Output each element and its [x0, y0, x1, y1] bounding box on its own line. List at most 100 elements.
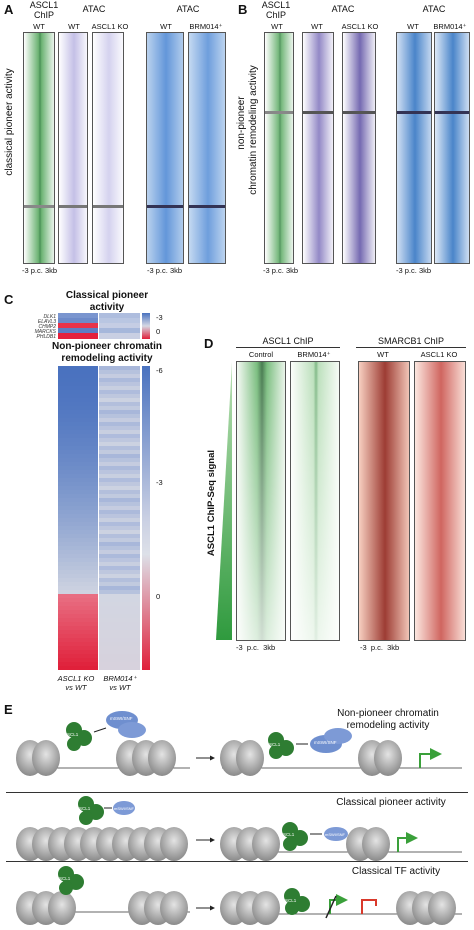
- heatmap-c-cell: [99, 518, 140, 523]
- panel-e-row2-title: Classical pioneer activity: [336, 797, 446, 808]
- heatmap-c-cell: [99, 650, 140, 655]
- panel-e-letter: E: [4, 702, 13, 717]
- heatmap-c-cell: [58, 626, 98, 631]
- heatmap-c-cell: [99, 450, 140, 455]
- panel-e-divider-2: [6, 861, 468, 862]
- row2-left-nucleosomes: [16, 796, 188, 861]
- heatmap-b-atac2-brm: [434, 32, 470, 264]
- heatmap-c-main-svg: [58, 366, 140, 671]
- heatmap-c-cell: [58, 630, 98, 635]
- heatmap-c-cell: [99, 538, 140, 543]
- heatmap-c-cell: [58, 470, 98, 475]
- axis-3kb: 3kb: [44, 266, 58, 275]
- heatmap-c-cell: [99, 426, 140, 431]
- panel-a-atac2-header: ATAC: [176, 4, 200, 14]
- heatmap-d-ascl1-brm: [290, 361, 340, 641]
- heatmap-c-cell: [58, 430, 98, 435]
- heatmap-c-top: [58, 313, 140, 339]
- heatmap-c-cell: [99, 662, 140, 667]
- heatmap-b-chip-wt: [264, 32, 294, 264]
- heatmap-c-cell: [58, 610, 98, 615]
- gene-marcks: MARCKS: [34, 329, 56, 335]
- row3-right-nucleosomes: [220, 888, 462, 925]
- heatmap-c-cell: [58, 418, 98, 423]
- heatmap-c-cell: [58, 506, 98, 511]
- heatmap-c-cell: [99, 638, 140, 643]
- heatmap-c-cell: [58, 374, 98, 379]
- heatmap-c-cell: [99, 366, 140, 371]
- panel-b-letter: B: [238, 2, 248, 17]
- heatmap-c-cell: [58, 394, 98, 399]
- heatmap-d-ascl1-control: [236, 361, 286, 641]
- heatmap-c-cell: [58, 402, 98, 407]
- heatmap-c-cell: [99, 374, 140, 379]
- heatmap-c-cell: [99, 562, 140, 567]
- heatmap-c-cell: [58, 510, 98, 515]
- heatmap-a-chip-wt-svg: [24, 33, 54, 263]
- gene-dlk1: DLK1: [43, 314, 56, 320]
- heatmap-c-cell: [58, 414, 98, 419]
- heatmap-c-cell: [58, 518, 98, 523]
- axis-pc: p.c.: [271, 266, 284, 275]
- row2-right-nucleosomes: [220, 822, 462, 861]
- heatmap-c-cell: [58, 574, 98, 579]
- heatmap-c-cell: [99, 466, 140, 471]
- heatmap-c-cell: [99, 502, 140, 507]
- panel-b-col-ko-atac: ASCL1 KO: [341, 22, 379, 31]
- e-ascl1-label-r1b: ASCL1: [266, 742, 281, 747]
- heatmap-c-cell: [58, 554, 98, 559]
- heatmap-c-cell: [58, 474, 98, 479]
- panel-b-col-wt-chip: WT: [271, 22, 283, 31]
- panel-d-smarcb1-underline: [356, 347, 466, 348]
- heatmap-c-cell: [58, 522, 98, 527]
- heatmap-c-cell: [99, 410, 140, 415]
- panel-d-col-control: Control: [248, 350, 274, 359]
- panel-d-col-brm: BRM014⁺: [297, 350, 331, 359]
- panel-d-letter: D: [204, 336, 214, 351]
- axis-pc: p.c.: [30, 266, 43, 275]
- panel-b-axis-2: -3 p.c. 3kb: [396, 266, 431, 275]
- heatmap-c-cell: [99, 554, 140, 559]
- heatmap-c-cell: [58, 598, 98, 603]
- heatmap-c-cell: [99, 382, 140, 387]
- heatmap-c-cell: [58, 586, 98, 591]
- panel-d-axis-1: -3 p.c. 3kb: [236, 643, 275, 652]
- heatmap-c-cell: [58, 562, 98, 567]
- heatmap-c-cell: [99, 586, 140, 591]
- heatmap-c-cell: [99, 506, 140, 511]
- heatmap-c-cell: [99, 394, 140, 399]
- signal-wedge: [214, 362, 234, 645]
- heatmap-c-cell: [99, 482, 140, 487]
- e-ascl1-label-r2: ASCL1: [76, 806, 91, 811]
- heatmap-c-cell: [99, 462, 140, 467]
- heatmap-c-cell: [58, 582, 98, 587]
- heatmap-c-cell: [99, 490, 140, 495]
- panel-b-col-brm-atac2: BRM014⁺: [433, 22, 467, 31]
- axis-3kb: 3kb: [387, 643, 400, 652]
- heatmap-c-cell: [58, 422, 98, 427]
- panel-a-col-brm-atac2: BRM014⁺: [189, 22, 223, 31]
- colorbar-c-tick-0: 0: [156, 592, 161, 601]
- heatmap-c-cell: [99, 430, 140, 435]
- heatmap-c-cell: [58, 530, 98, 535]
- heatmap-c-cell: [58, 546, 98, 551]
- heatmap-c-cell: [58, 578, 98, 583]
- panel-a-letter: A: [4, 2, 14, 17]
- heatmap-c-cell: [58, 594, 98, 599]
- axis-pc: p.c.: [404, 266, 417, 275]
- heatmap-c-cell: [58, 602, 98, 607]
- heatmap-c-cell: [58, 590, 98, 595]
- heatmap-a-atac-wt: [58, 32, 88, 264]
- panel-a-col-wt-chip: WT: [33, 22, 45, 31]
- colorbar-c-top: [142, 313, 150, 339]
- e-swisnf-label-r1: mSWI/SNF: [110, 716, 133, 721]
- heatmap-d-smarcb1-ko: [414, 361, 466, 641]
- e-ascl1-label-r3b: ASCL1: [282, 898, 297, 903]
- panel-a-axis-2: -3 p.c. 3kb: [147, 266, 182, 275]
- heatmap-c-cell: [58, 666, 98, 671]
- heatmap-c-cell: [58, 482, 98, 487]
- heatmap-b-atac-wt: [302, 32, 334, 264]
- heatmap-c-cell: [58, 454, 98, 459]
- heatmap-c-cell: [99, 646, 140, 651]
- heatmap-c-cell: [99, 398, 140, 403]
